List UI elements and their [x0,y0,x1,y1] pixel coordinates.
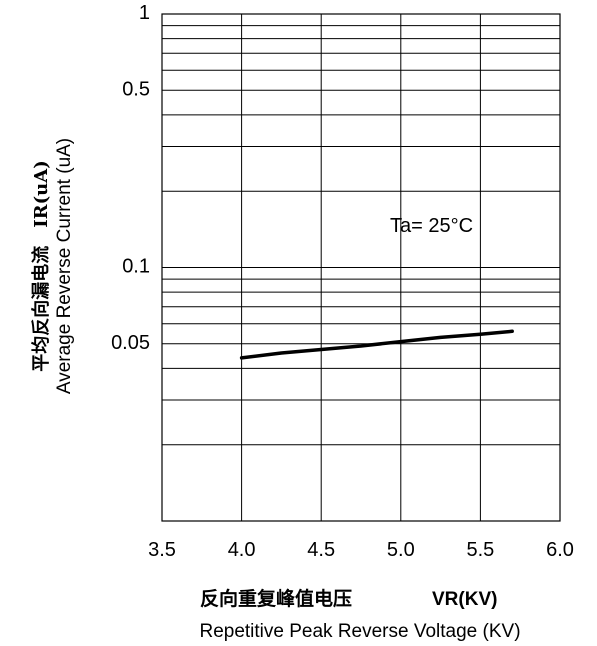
y-tick-label: 1 [139,2,150,24]
y-tick-label: 0.05 [111,332,150,354]
x-tick-label: 3.5 [148,539,176,561]
x-tick-label: 5.0 [387,539,415,561]
x-tick-label: 5.5 [466,539,494,561]
temperature-annotation: Ta= 25°C [390,215,473,237]
y-tick-label: 0.5 [122,78,150,100]
y-tick-labels: 1 0.5 0.1 0.05 [111,2,150,354]
y-axis-label-chinese: 平均反向漏电流 IR(uA) [30,160,52,371]
x-tick-label: 4.0 [228,539,256,561]
x-tick-label: 6.0 [546,539,574,561]
x-axis-label-symbol: VR(KV) [432,589,497,610]
series-line [239,329,514,360]
x-tick-labels: 3.5 4.0 4.5 5.0 5.5 6.0 [148,539,574,561]
y-tick-label: 0.1 [122,256,150,278]
x-tick-label: 4.5 [307,539,335,561]
y-axis-label-english: Average Reverse Current (uA) [54,138,75,394]
grid [161,13,561,522]
x-axis-label-chinese: 反向重复峰值电压 [200,587,352,610]
x-axis-label-english: Repetitive Peak Reverse Voltage (KV) [199,621,520,642]
